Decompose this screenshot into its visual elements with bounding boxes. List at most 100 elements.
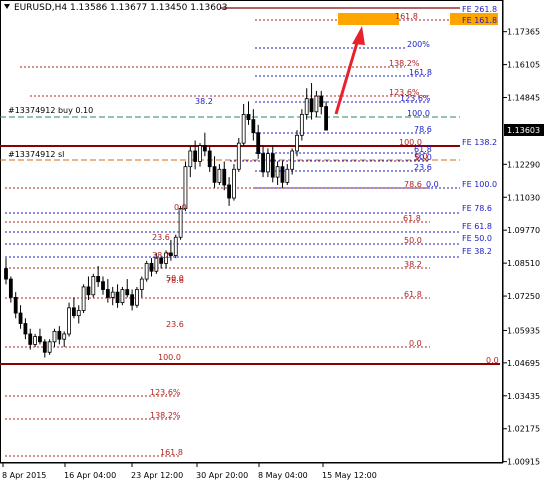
candle-body	[57, 330, 62, 340]
menu-triangle-icon[interactable]	[4, 4, 10, 9]
candle	[96, 266, 101, 287]
fib-label: 0.0	[415, 152, 428, 161]
candle	[57, 326, 62, 345]
candle	[164, 250, 168, 269]
candle	[207, 145, 212, 172]
candle-body	[193, 150, 198, 162]
candle	[28, 328, 33, 350]
candle-body	[319, 95, 324, 107]
candle	[76, 305, 81, 324]
candle-body	[86, 286, 91, 296]
candle	[115, 284, 120, 308]
price-tick-label: 1.05935	[507, 326, 540, 335]
candle-body	[4, 268, 8, 280]
order-label: #13374912 buy 0.10	[8, 106, 93, 115]
candle	[91, 273, 96, 298]
candle	[236, 137, 241, 172]
fib-label: 78.6	[414, 125, 432, 134]
candle	[159, 255, 164, 269]
up-arrow-icon	[334, 26, 365, 115]
candle-body	[42, 341, 47, 353]
candle	[232, 164, 236, 201]
fib-label: 123.6%	[389, 88, 420, 97]
candle-body	[105, 289, 110, 298]
fib-label: 161.8	[409, 68, 432, 77]
candle-body	[164, 252, 168, 264]
candle-body	[280, 166, 285, 183]
candle-body	[222, 168, 227, 186]
candle-body	[309, 98, 314, 113]
candle-body	[135, 289, 139, 306]
candle-body	[13, 296, 18, 314]
candle-body	[270, 153, 275, 178]
price-tick-label: 1.03435	[507, 392, 540, 401]
fib-label: 23.6	[166, 320, 184, 329]
candle	[246, 101, 251, 125]
candle	[188, 145, 193, 178]
candle-body	[232, 168, 236, 199]
candle	[101, 276, 105, 295]
price-tick-label: 1.17365	[507, 28, 540, 37]
candle-body	[159, 257, 164, 264]
fib-label: 0.0	[486, 356, 499, 365]
candle	[144, 260, 149, 282]
time-axis[interactable]: 8 Apr 2015 16 Apr 04:00 23 Apr 12:00 30 Apr…	[0, 462, 503, 480]
candle	[212, 156, 217, 188]
time-tick-label: 30 Apr 20:00	[196, 471, 248, 480]
fib-label: 23.6	[414, 163, 432, 172]
candle-body	[91, 276, 96, 296]
fib-label: 161.8	[160, 448, 183, 457]
candle	[270, 145, 275, 183]
candle	[168, 239, 173, 261]
candle	[295, 130, 299, 157]
candle-body	[241, 113, 246, 144]
candle-body	[217, 168, 222, 183]
candle	[72, 297, 76, 319]
candle-body	[76, 310, 81, 317]
candle-body	[96, 276, 101, 283]
candle	[256, 124, 261, 159]
symbol-header: EURUSD,H4 1.13586 1.13677 1.13450 1.1360…	[14, 3, 227, 13]
candle-body	[72, 307, 76, 317]
candle	[23, 318, 28, 340]
candle-body	[33, 336, 37, 345]
price-axis[interactable]: 1.17365 1.16105 1.14845 1.13603 1.12290 1.110…	[502, 0, 544, 467]
candle	[314, 90, 319, 118]
fib-label: 23.6	[152, 233, 170, 242]
candle-body	[173, 236, 178, 256]
candle-body	[265, 153, 270, 173]
candle	[217, 164, 222, 185]
candle	[18, 305, 23, 329]
candle-body	[81, 286, 86, 311]
candle	[8, 276, 13, 303]
candle	[324, 101, 329, 131]
fib-label: 50.0	[404, 236, 422, 245]
price-tick-label: 1.09770	[507, 226, 540, 235]
fe-label: FE 61.8	[462, 222, 492, 231]
fib-label: 78.6	[166, 276, 184, 285]
candle	[202, 132, 207, 157]
candle	[193, 140, 198, 170]
candle	[241, 103, 246, 146]
candle	[178, 205, 183, 240]
candle-body	[18, 312, 23, 324]
candle-body	[62, 333, 67, 340]
candle-body	[275, 166, 280, 178]
fib-label: 50.0	[414, 153, 432, 162]
candle-body	[198, 145, 202, 162]
fib-label: 38.2	[195, 97, 213, 106]
fib-label: 78.6	[404, 180, 422, 189]
candle	[154, 252, 159, 274]
candle-body	[47, 341, 52, 353]
candle	[110, 286, 115, 306]
candle-body	[115, 291, 120, 304]
fe-label: FE 161.8	[462, 16, 497, 25]
fib-label: 0.0	[174, 203, 187, 212]
candle	[105, 279, 110, 303]
candle	[86, 276, 91, 300]
candle-body	[149, 262, 154, 272]
candle-body	[285, 168, 290, 183]
candle-body	[125, 289, 130, 296]
